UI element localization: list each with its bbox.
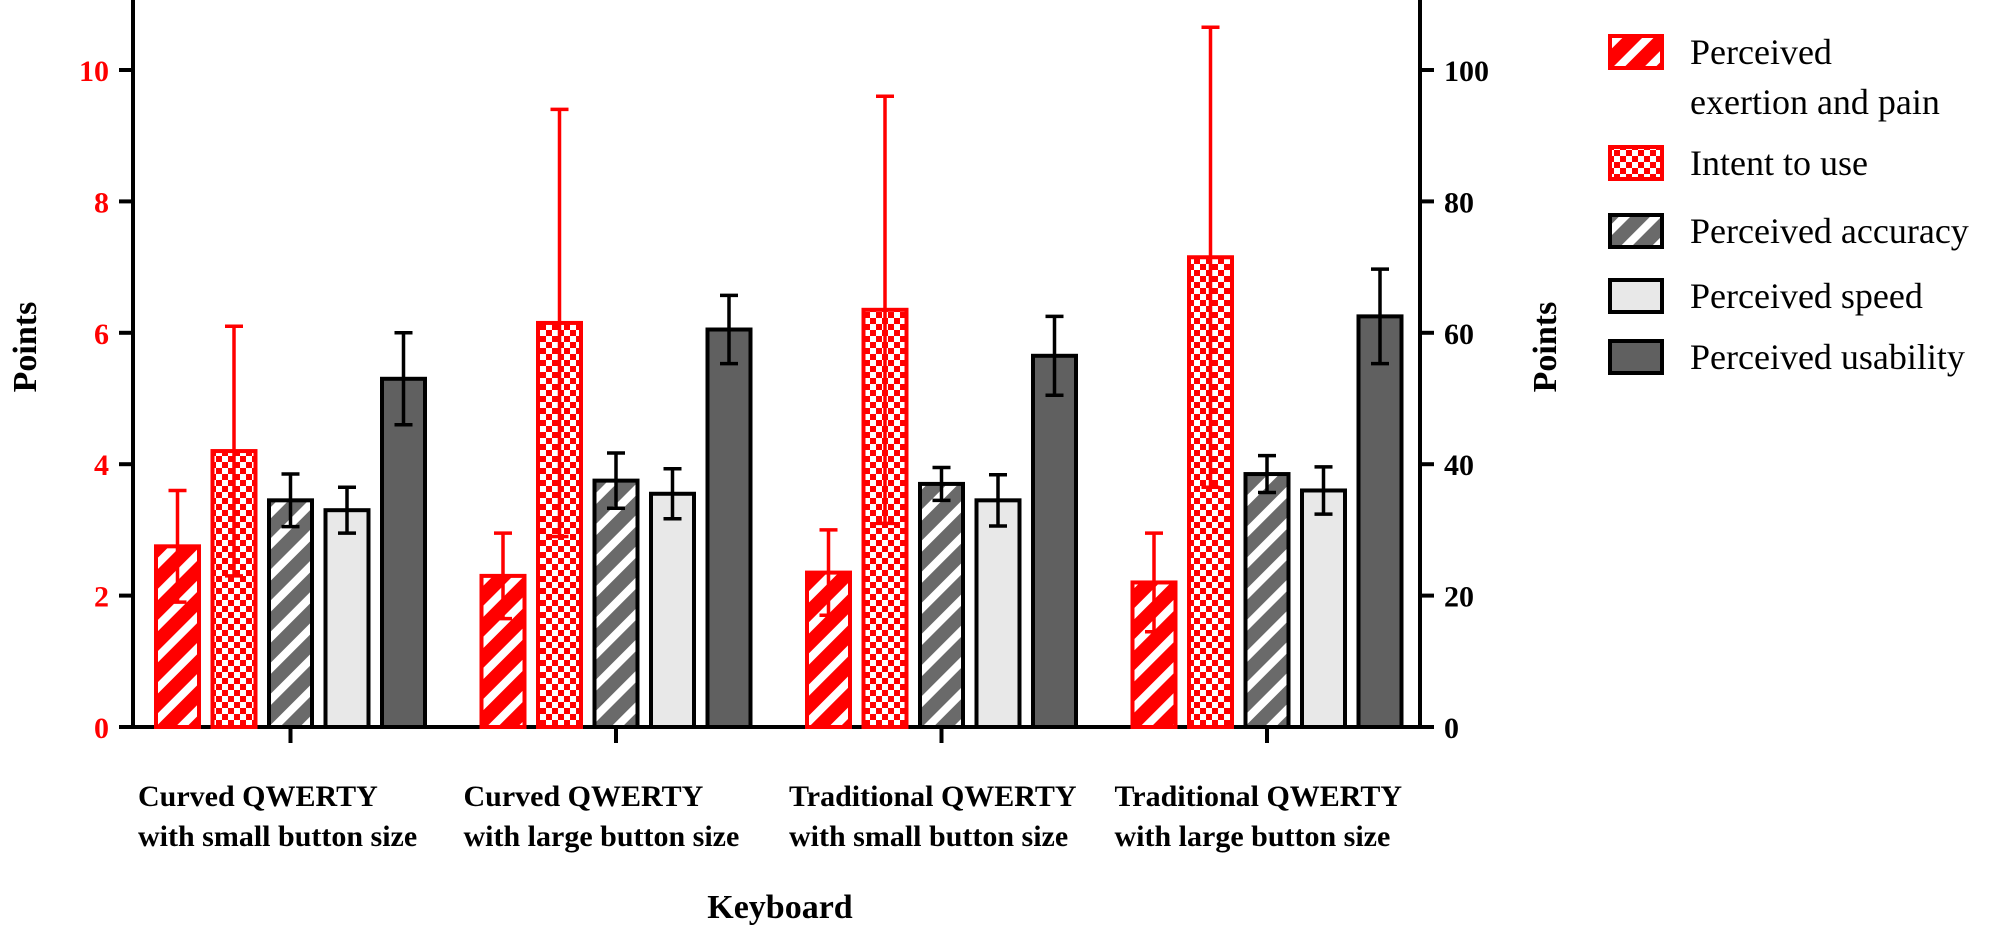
legend-swatch bbox=[1608, 145, 1664, 181]
bar bbox=[1243, 472, 1291, 729]
category-labels: Curved QWERTY with small button size Curve… bbox=[138, 780, 1402, 853]
right-tick-label: 80 bbox=[1444, 186, 1474, 219]
legend-label: Perceived usability bbox=[1690, 337, 1965, 377]
right-tick-label: 40 bbox=[1444, 449, 1474, 482]
legend-swatch bbox=[1608, 278, 1664, 314]
legend-label: exertion and pain bbox=[1690, 82, 1940, 122]
right-y-ticks: 0 20 40 60 80 100 bbox=[1420, 55, 1489, 745]
right-tick-label: 0 bbox=[1444, 712, 1459, 745]
bar bbox=[592, 478, 640, 729]
bar bbox=[323, 508, 371, 729]
left-tick-label: 10 bbox=[79, 55, 109, 88]
bar bbox=[705, 327, 753, 729]
legend-label: Perceived speed bbox=[1690, 276, 1923, 316]
category-ticks bbox=[288, 727, 1269, 743]
legend-swatch bbox=[1608, 34, 1664, 70]
bar bbox=[974, 498, 1022, 729]
category-label: Traditional QWERTY bbox=[1115, 780, 1403, 813]
left-tick-label: 2 bbox=[94, 581, 109, 614]
bar bbox=[380, 376, 427, 729]
category-label: with large button size bbox=[464, 820, 740, 853]
error-bars bbox=[168, 25, 1389, 634]
left-tick-label: 4 bbox=[94, 449, 109, 482]
x-axis-title: Keyboard bbox=[707, 889, 853, 926]
right-y-axis-title: Points bbox=[1527, 302, 1564, 393]
category-label: Curved QWERTY bbox=[464, 780, 704, 813]
left-tick-label: 8 bbox=[94, 186, 109, 219]
legend-label: Intent to use bbox=[1690, 143, 1868, 183]
right-tick-label: 100 bbox=[1444, 55, 1489, 88]
category-label: with small button size bbox=[138, 820, 417, 853]
legend-swatch bbox=[1608, 339, 1664, 375]
left-y-axis-title: Points bbox=[7, 302, 44, 393]
category-label: Traditional QWERTY bbox=[789, 780, 1077, 813]
bar bbox=[918, 481, 965, 729]
left-tick-label: 6 bbox=[94, 318, 109, 351]
bar bbox=[267, 498, 314, 729]
right-tick-label: 60 bbox=[1444, 318, 1474, 351]
legend: Perceived exertion and pain Intent to use P… bbox=[1608, 32, 1969, 377]
right-tick-label: 20 bbox=[1444, 581, 1474, 614]
legend-swatch bbox=[1608, 213, 1664, 249]
category-label: Curved QWERTY bbox=[138, 780, 378, 813]
category-label: with large button size bbox=[1115, 820, 1391, 853]
category-label: with small button size bbox=[789, 820, 1068, 853]
legend-label: Perceived accuracy bbox=[1690, 211, 1969, 251]
bars bbox=[154, 255, 1404, 730]
bar bbox=[1300, 488, 1347, 730]
bar bbox=[1356, 314, 1404, 729]
left-tick-label: 0 bbox=[94, 712, 109, 745]
bar bbox=[1031, 353, 1078, 729]
left-y-ticks: 0 2 4 6 8 10 bbox=[79, 55, 133, 745]
bar bbox=[649, 491, 696, 730]
legend-label: Perceived bbox=[1690, 32, 1832, 72]
